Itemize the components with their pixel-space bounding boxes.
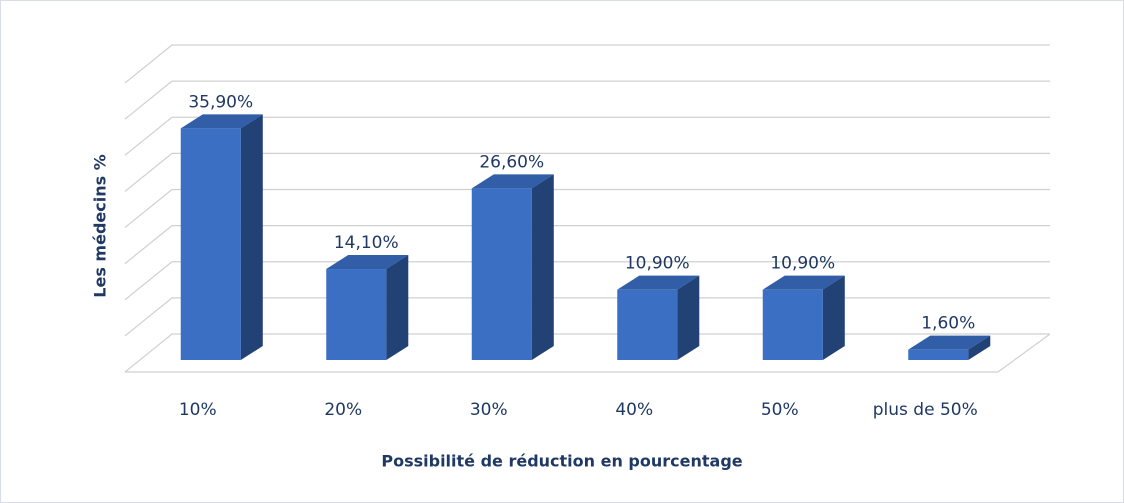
value-label: 26,60% [479,152,544,172]
x-tick-label: 20% [324,400,362,420]
value-label: 1,60% [921,314,975,334]
x-tick-label: 30% [470,400,508,420]
bar-side [677,275,700,360]
bar-top [617,275,700,290]
value-label: 10,90% [770,254,835,274]
bar [908,349,969,360]
bar-side [531,174,554,360]
bar-top-shade [180,114,263,129]
bar [762,289,823,360]
value-label: 10,90% [625,254,690,274]
bar-top-shade [762,275,845,290]
bar-side-shade [386,255,409,360]
bar-side [822,275,845,360]
bar-top [180,114,263,129]
value-label: 14,10% [334,233,399,253]
bar [326,269,387,360]
grid-line [124,225,1050,265]
bar-top [762,275,845,290]
bar-side-shade [240,114,263,361]
bar-side [240,114,263,361]
grid-line [124,333,1050,373]
bar-side-shade [822,275,845,360]
y-axis-title: Les médecins % [91,154,110,297]
bar-top [908,335,991,350]
bar-top [326,255,409,270]
grid-line [124,188,1050,228]
grid-line [124,152,1050,192]
x-tick-label: 50% [761,400,799,420]
x-axis-title: Possibilité de réduction en pourcentage [381,452,742,471]
x-tick-label: 40% [615,400,653,420]
grid-line [124,80,1050,120]
x-tick-label: plus de 50% [873,400,978,420]
bar-side-shade [968,335,991,360]
bar-side-shade [531,174,554,360]
value-label: 35,90% [188,92,253,112]
grid-line [124,297,1050,337]
grid-line [124,261,1050,301]
bar-top [471,174,554,189]
grid-line [124,116,1050,156]
bar-top-shade [617,275,700,290]
grid-line [124,44,1050,84]
bar [180,128,241,360]
floor-right [997,333,1051,373]
bar-side [386,255,409,360]
x-tick-label: 10% [179,400,217,420]
bar-top-shade [326,255,409,270]
bar [617,289,678,360]
bar-top-shade [908,335,991,350]
bar-side-shade [677,275,700,360]
bar-top-shade [471,174,554,189]
bar [471,188,532,360]
bar-side [968,335,991,360]
